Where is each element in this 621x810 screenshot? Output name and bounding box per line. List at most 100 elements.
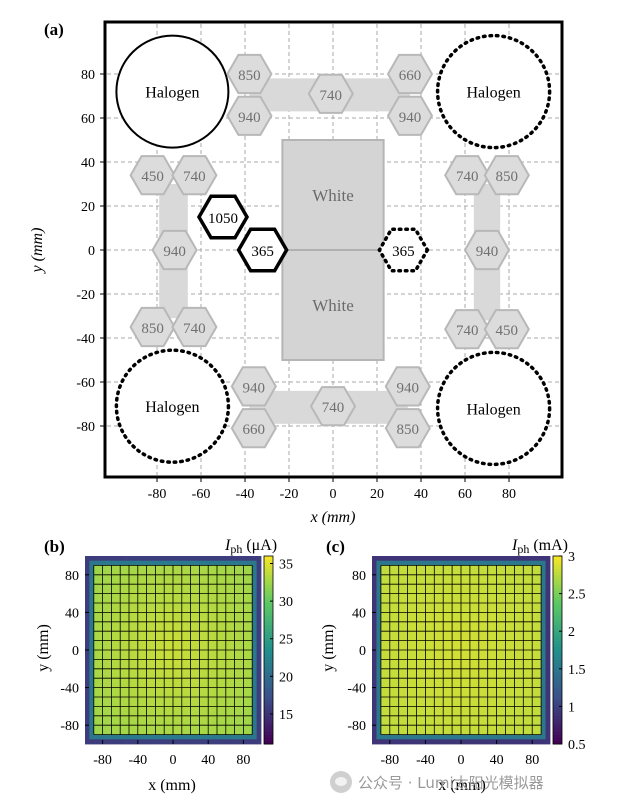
colorbar-segment: [264, 722, 273, 726]
heatmap-cell: [469, 645, 475, 651]
heatmap-cell: [203, 574, 209, 580]
colorbar-segment: [264, 559, 273, 563]
heatmap-cell: [93, 734, 99, 740]
heatmap-cell: [142, 720, 147, 726]
heatmap-cell: [412, 664, 417, 670]
heatmap-cell: [203, 603, 209, 609]
heatmap-cell: [492, 682, 497, 688]
heatmap-cell: [456, 701, 462, 707]
heatmap-cell: [461, 711, 466, 717]
heatmap-cell: [133, 645, 139, 651]
heatmap-cell: [186, 560, 191, 566]
heatmap-cell: [129, 621, 134, 627]
heatmap-cell: [438, 603, 444, 609]
heatmap-cell: [443, 635, 449, 641]
heatmap-cell: [247, 617, 253, 623]
heatmap-cell: [173, 635, 178, 641]
heatmap-cell: [416, 682, 422, 688]
heatmap-cell: [159, 711, 165, 717]
heatmap-cell: [85, 607, 90, 613]
heatmap-cell: [221, 607, 227, 613]
heatmap-cell: [403, 640, 408, 646]
heatmap-cell: [527, 715, 533, 721]
heatmap-cell: [434, 612, 440, 618]
heatmap-cell: [438, 579, 444, 585]
colorbar-segment: [264, 715, 273, 720]
heatmap-cell: [190, 706, 196, 712]
heatmap-cell: [151, 607, 156, 613]
heatmap-cell: [102, 556, 108, 562]
heatmap-cell: [514, 682, 520, 688]
heatmap-cell: [447, 711, 453, 717]
heatmap-cell: [447, 697, 453, 703]
heatmap-cell: [425, 706, 431, 712]
heatmap-cell: [115, 687, 121, 693]
heatmap-cell: [137, 654, 143, 660]
heatmap-cell: [164, 631, 169, 637]
heatmap-cell: [98, 603, 103, 609]
heatmap-cell: [514, 570, 520, 576]
heatmap-cell: [501, 711, 506, 717]
heatmap-cell: [509, 725, 515, 731]
heatmap-cell: [190, 678, 196, 684]
heatmap-cell: [252, 640, 257, 646]
heatmap-cell: [469, 697, 475, 703]
heatmap-cell: [252, 631, 257, 637]
heatmap-cell: [124, 635, 130, 641]
heatmap-cell: [164, 687, 169, 693]
heatmap-cell: [438, 654, 444, 660]
heatmap-cell: [465, 668, 471, 674]
heatmap-cell: [142, 560, 147, 566]
heatmap-cell: [505, 715, 511, 721]
heatmap-cell: [234, 739, 240, 745]
heatmap-cell: [429, 650, 435, 656]
heatmap-cell: [137, 678, 143, 684]
heatmap-cell: [394, 621, 400, 627]
heatmap-cell: [496, 617, 502, 623]
heatmap-cell: [376, 687, 382, 693]
heatmap-cell: [186, 734, 191, 740]
heatmap-cell: [133, 560, 139, 566]
colorbar-segment: [553, 681, 562, 685]
heatmap-cell: [385, 621, 391, 627]
heatmap-cell: [98, 734, 103, 740]
heatmap-cell: [159, 701, 165, 707]
heatmap-cell: [98, 682, 103, 688]
heatmap-cell: [85, 734, 90, 740]
heatmap-cell: [425, 607, 431, 613]
heatmap-cell: [501, 664, 506, 670]
heatmap-cell: [177, 593, 183, 599]
heatmap-cell: [532, 631, 538, 637]
colorbar-segment: [553, 621, 562, 626]
heatmap-cell: [536, 626, 542, 632]
heatmap-cell: [177, 650, 183, 656]
halogen-label: Halogen: [466, 85, 520, 102]
heatmap-cell: [190, 650, 196, 656]
heatmap-cell: [115, 640, 121, 646]
colorbar-segment: [553, 690, 562, 695]
colorbar-b-title: Iph (μA): [224, 537, 277, 556]
heatmap-cell: [142, 692, 147, 698]
heatmap-cell: [137, 668, 143, 674]
heatmap-cell: [398, 697, 404, 703]
heatmap-cell: [527, 560, 533, 566]
heatmap-cell: [443, 593, 449, 599]
heatmap-cell: [429, 621, 435, 627]
heatmap-cell: [208, 697, 213, 703]
heatmap-cell: [243, 588, 249, 594]
heatmap-cell: [469, 607, 475, 613]
heatmap-cell: [425, 574, 431, 580]
heatmap-cell: [190, 668, 196, 674]
heatmap-cell: [142, 570, 147, 576]
heatmap-cell: [107, 626, 112, 632]
colorbar-segment: [553, 624, 562, 629]
heatmap-cell: [407, 739, 413, 745]
heatmap-cell: [496, 697, 502, 703]
heatmap-cell: [115, 682, 121, 688]
heatmap-cell: [146, 612, 152, 618]
heatmap-cell: [478, 725, 484, 731]
heatmap-cell: [243, 565, 249, 571]
heatmap-cell: [177, 659, 183, 665]
heatmap-cell: [133, 692, 139, 698]
